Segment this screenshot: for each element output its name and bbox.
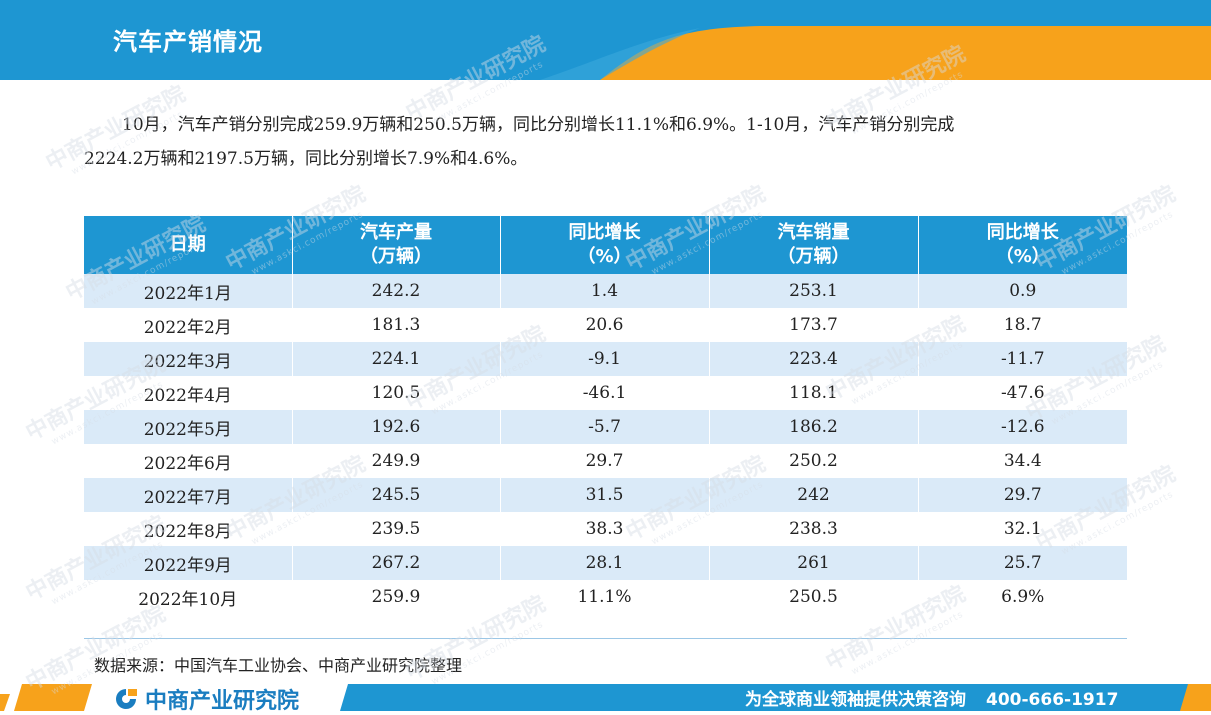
cell-sales: 250.2 — [709, 444, 919, 478]
brand-logo: 中商产业研究院 — [113, 683, 299, 715]
cell-production-yoy: 28.1 — [500, 546, 710, 580]
cell-production: 192.6 — [292, 410, 501, 444]
cell-production-yoy: 20.6 — [500, 308, 710, 342]
summary-line-2: 2224.2万辆和2197.5万辆，同比分别增长7.9%和4.6%。 — [84, 149, 528, 169]
table-row: 2022年9月 267.2 28.1 261 25.7 — [84, 546, 1127, 580]
divider — [84, 638, 1127, 639]
data-source-note: 数据来源：中国汽车工业协会、中商产业研究院整理 — [94, 656, 463, 675]
cell-production: 224.1 — [292, 342, 501, 376]
cell-production-yoy: 1.4 — [500, 274, 710, 308]
cell-sales-yoy: 34.4 — [918, 444, 1127, 478]
header-production-yoy: 同比增长 （%） — [500, 216, 710, 274]
table-row: 2022年2月 181.3 20.6 173.7 18.7 — [84, 308, 1127, 342]
table-row: 2022年6月 249.9 29.7 250.2 34.4 — [84, 444, 1127, 478]
table-row: 2022年10月 259.9 11.1% 250.5 6.9% — [84, 580, 1127, 614]
cell-date: 2022年9月 — [84, 546, 293, 580]
cell-production-yoy: 29.7 — [500, 444, 710, 478]
cell-sales: 238.3 — [709, 512, 919, 546]
table-row: 2022年1月 242.2 1.4 253.1 0.9 — [84, 274, 1127, 308]
cell-date: 2022年2月 — [84, 308, 293, 342]
cell-sales: 250.5 — [709, 580, 919, 614]
header-sales: 汽车销量 （万辆） — [709, 216, 919, 274]
footer-slogan: 为全球商业领袖提供决策咨询 400-666-1917 — [745, 685, 1118, 710]
cell-production: 181.3 — [292, 308, 501, 342]
cell-production: 259.9 — [292, 580, 501, 614]
header-banner: 汽车产销情况 — [0, 0, 1211, 80]
cell-sales-yoy: -12.6 — [918, 410, 1127, 444]
phone-number: 400-666-1917 — [986, 690, 1119, 710]
cell-date: 2022年4月 — [84, 376, 293, 410]
cell-sales-yoy: -47.6 — [918, 376, 1127, 410]
cell-production-yoy: 31.5 — [500, 478, 710, 512]
cell-production: 267.2 — [292, 546, 501, 580]
cell-sales: 261 — [709, 546, 919, 580]
footer-banner — [0, 680, 1211, 711]
cell-date: 2022年3月 — [84, 342, 293, 376]
cell-production: 249.9 — [292, 444, 501, 478]
cell-sales-yoy: -11.7 — [918, 342, 1127, 376]
cell-production: 242.2 — [292, 274, 501, 308]
summary-line-1: 10月，汽车产销分别完成259.9万辆和250.5万辆，同比分别增长11.1%和… — [122, 115, 955, 135]
cell-production-yoy: 11.1% — [500, 580, 710, 614]
brand-name: 中商产业研究院 — [145, 689, 300, 714]
askci-logo-icon — [116, 689, 137, 709]
summary-paragraph: 10月，汽车产销分别完成259.9万辆和250.5万辆，同比分别增长11.1%和… — [84, 108, 1144, 176]
cell-sales: 173.7 — [709, 308, 919, 342]
slogan-text: 为全球商业领袖提供决策咨询 — [745, 690, 966, 710]
cell-date: 2022年7月 — [84, 478, 293, 512]
table-row: 2022年4月 120.5 -46.1 118.1 -47.6 — [84, 376, 1127, 410]
cell-sales: 186.2 — [709, 410, 919, 444]
table-row: 2022年8月 239.5 38.3 238.3 32.1 — [84, 512, 1127, 546]
header-sales-yoy: 同比增长 （%） — [918, 216, 1127, 274]
cell-sales-yoy: 29.7 — [918, 478, 1127, 512]
header-background — [0, 0, 1211, 80]
page-title: 汽车产销情况 — [113, 28, 263, 56]
cell-date: 2022年6月 — [84, 444, 293, 478]
cell-production-yoy: -9.1 — [500, 342, 710, 376]
cell-sales-yoy: 0.9 — [918, 274, 1127, 308]
table-header-row: 日期 汽车产量 （万辆） 同比增长 （%） 汽车销量 （万辆） 同比增长 （%） — [84, 216, 1127, 274]
cell-production-yoy: 38.3 — [500, 512, 710, 546]
cell-sales-yoy: 25.7 — [918, 546, 1127, 580]
cell-production: 239.5 — [292, 512, 501, 546]
cell-production: 245.5 — [292, 478, 501, 512]
cell-production: 120.5 — [292, 376, 501, 410]
cell-date: 2022年5月 — [84, 410, 293, 444]
cell-production-yoy: -5.7 — [500, 410, 710, 444]
production-sales-table: 日期 汽车产量 （万辆） 同比增长 （%） 汽车销量 （万辆） 同比增长 （%） 202… — [84, 216, 1127, 614]
cell-sales-yoy: 32.1 — [918, 512, 1127, 546]
header-production: 汽车产量 （万辆） — [292, 216, 501, 274]
cell-date: 2022年10月 — [84, 580, 293, 614]
cell-date: 2022年1月 — [84, 274, 293, 308]
cell-sales: 118.1 — [709, 376, 919, 410]
cell-sales-yoy: 6.9% — [918, 580, 1127, 614]
header-date: 日期 — [84, 216, 293, 274]
table-row: 2022年5月 192.6 -5.7 186.2 -12.6 — [84, 410, 1127, 444]
footer-background — [0, 684, 1211, 711]
cell-sales: 242 — [709, 478, 919, 512]
cell-sales-yoy: 18.7 — [918, 308, 1127, 342]
table-row: 2022年7月 245.5 31.5 242 29.7 — [84, 478, 1127, 512]
cell-sales: 253.1 — [709, 274, 919, 308]
cell-sales: 223.4 — [709, 342, 919, 376]
table-row: 2022年3月 224.1 -9.1 223.4 -11.7 — [84, 342, 1127, 376]
cell-production-yoy: -46.1 — [500, 376, 710, 410]
cell-date: 2022年8月 — [84, 512, 293, 546]
